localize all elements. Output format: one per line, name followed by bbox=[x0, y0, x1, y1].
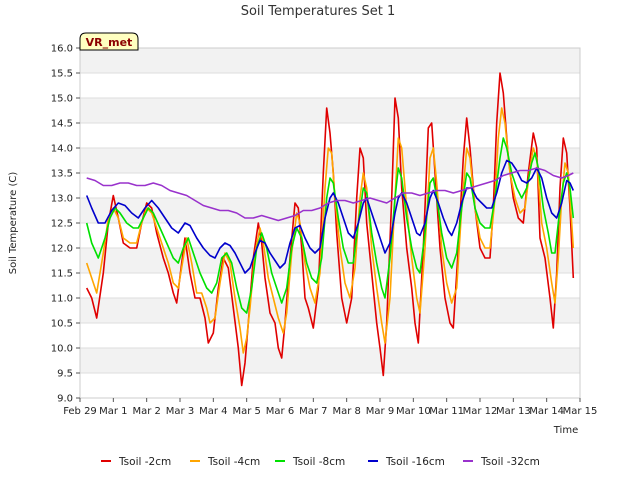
series-lines bbox=[85, 72, 575, 387]
legend-item: Tsoil -16cm bbox=[368, 456, 445, 468]
x-tick-label: Mar 1 bbox=[99, 406, 127, 417]
legend-label: Tsoil -32cm bbox=[480, 456, 540, 468]
station-badge-label: VR_met bbox=[86, 36, 133, 49]
x-tick-label: Mar 8 bbox=[332, 406, 360, 417]
x-tick-label: Mar 15 bbox=[563, 406, 598, 417]
legend-label: Tsoil -8cm bbox=[292, 456, 345, 468]
y-axis-label: Soil Temperature (C) bbox=[8, 172, 19, 275]
background-band bbox=[80, 248, 580, 273]
legend-item: Tsoil -2cm bbox=[101, 456, 171, 468]
y-tick-label: 16.0 bbox=[51, 44, 73, 55]
chart-title: Soil Temperatures Set 1 bbox=[241, 4, 396, 19]
y-tick-label: 10.5 bbox=[51, 319, 73, 330]
y-tick-label: 11.5 bbox=[51, 269, 73, 280]
x-tick-label: Mar 6 bbox=[266, 406, 294, 417]
station-badge: VR_met bbox=[79, 32, 139, 51]
x-tick-label: Mar 13 bbox=[496, 406, 531, 417]
legend-label: Tsoil -4cm bbox=[207, 456, 260, 468]
y-tick-label: 12.0 bbox=[51, 244, 73, 255]
legend-label: Tsoil -16cm bbox=[385, 456, 445, 468]
background-band bbox=[80, 348, 580, 373]
legend-item: Tsoil -8cm bbox=[275, 456, 345, 468]
y-tick-label: 13.0 bbox=[51, 194, 73, 205]
x-tick-label: Feb 29 bbox=[63, 406, 97, 417]
y-tick-label: 13.5 bbox=[51, 169, 73, 180]
y-tick-label: 9.5 bbox=[57, 369, 73, 380]
y-tick-label: 15.5 bbox=[51, 69, 73, 80]
background-band bbox=[80, 48, 580, 73]
y-tick-label: 12.5 bbox=[51, 219, 73, 230]
background-band bbox=[80, 298, 580, 323]
legend-label: Tsoil -2cm bbox=[118, 456, 171, 468]
x-tick-label: Mar 11 bbox=[429, 406, 464, 417]
x-tick-label: Mar 7 bbox=[299, 406, 327, 417]
legend: Tsoil -2cm Tsoil -4cm Tsoil -8cm Tsoil -16c… bbox=[101, 456, 540, 468]
x-tick-label: Mar 2 bbox=[132, 406, 160, 417]
y-tick-label: 10.0 bbox=[51, 344, 73, 355]
x-tick-label: Mar 3 bbox=[166, 406, 194, 417]
x-tick-label: Mar 14 bbox=[529, 406, 564, 417]
series-line-tsoil-16cm bbox=[85, 159, 575, 274]
y-tick-label: 14.5 bbox=[51, 119, 73, 130]
y-tick-label: 14.0 bbox=[51, 144, 73, 155]
x-tick-label: Mar 10 bbox=[396, 406, 431, 417]
x-tick-label: Mar 9 bbox=[366, 406, 394, 417]
y-tick-label: 11.0 bbox=[51, 294, 73, 305]
legend-item: Tsoil -32cm bbox=[463, 456, 540, 468]
y-tick-label: 15.0 bbox=[51, 94, 73, 105]
x-axis-ticks: Feb 29 Mar 1 Mar 2 Mar 3 Mar 4 Mar 5 Mar 6 Mar … bbox=[63, 398, 597, 417]
series-line-tsoil-8cm bbox=[85, 137, 575, 314]
y-tick-label: 9.0 bbox=[57, 394, 73, 405]
y-axis-ticks: 9.0 9.5 10.0 10.5 11.0 11.5 12.0 12.5 13.0 13.5 14… bbox=[51, 44, 80, 405]
series-line-tsoil-4cm bbox=[85, 107, 575, 354]
x-tick-label: Mar 4 bbox=[199, 406, 227, 417]
x-tick-label: Mar 12 bbox=[463, 406, 498, 417]
x-axis-label: Time bbox=[553, 425, 578, 436]
legend-item: Tsoil -4cm bbox=[190, 456, 260, 468]
series-line-tsoil-32cm bbox=[86, 167, 574, 222]
plot-background-bands bbox=[80, 48, 580, 373]
x-tick-label: Mar 5 bbox=[232, 406, 260, 417]
